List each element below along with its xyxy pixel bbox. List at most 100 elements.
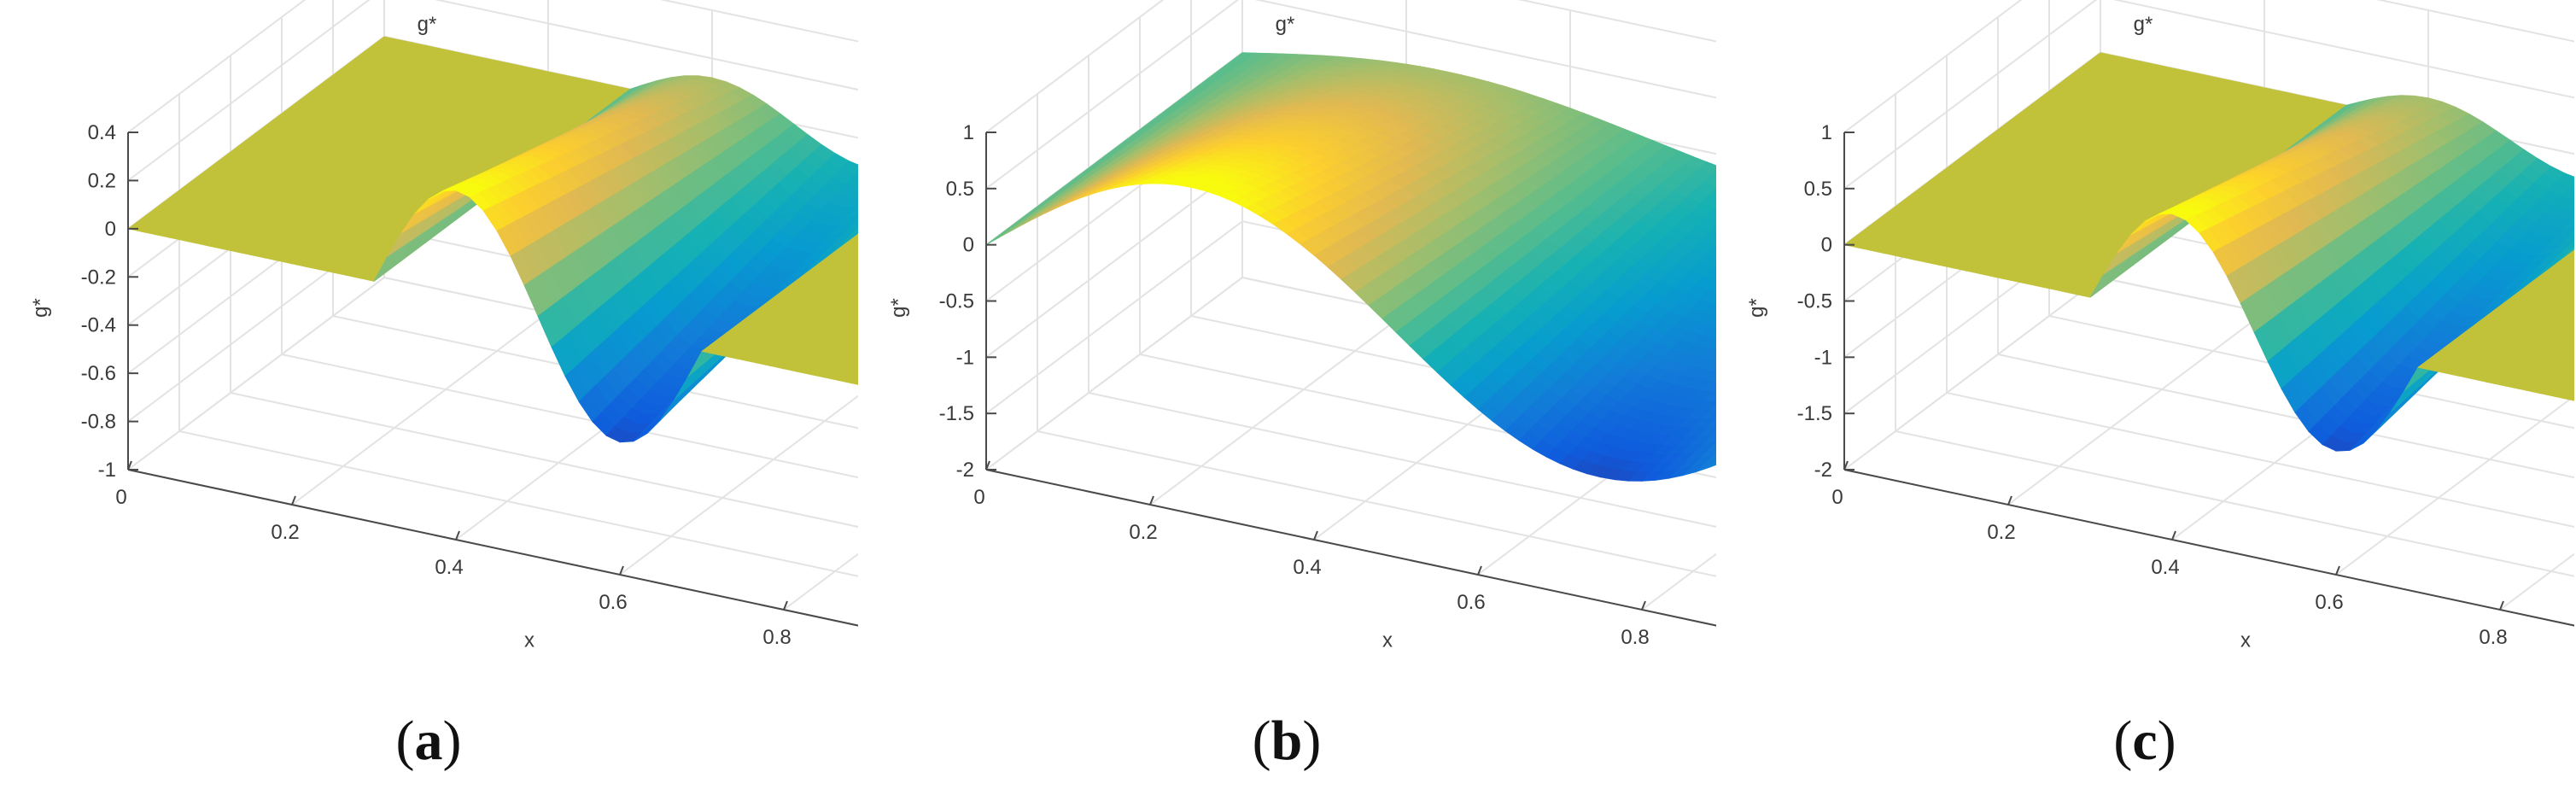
- x-tick-mark: [291, 495, 296, 506]
- z-tick-label: -2: [956, 459, 974, 482]
- grid-line-z: [1843, 0, 2574, 190]
- z-tick-label: 0.2: [88, 169, 116, 192]
- grid-line-t-floor: [1946, 392, 2574, 528]
- z-tick-label: 1: [963, 121, 974, 144]
- surface-patch: [1709, 403, 1716, 412]
- grid-line-z: [127, 0, 858, 133]
- surface-patch: [1709, 460, 1716, 468]
- z-tick-label: -0.8: [81, 411, 116, 434]
- x-tick-label: 0: [115, 486, 126, 509]
- surface-patch: [1708, 372, 1716, 383]
- axes: -2-1.5-1-0.500.5100.20.40.60.8100.020.04…: [887, 13, 1716, 652]
- z-tick-label: 0.4: [88, 121, 116, 144]
- z-tick-label: -0.2: [81, 266, 116, 289]
- surface-patch: [1709, 319, 1716, 330]
- grid-line-t-floor: [178, 430, 858, 577]
- surface: [985, 52, 1716, 482]
- surface-patch: [2567, 262, 2574, 270]
- surface-patch: [838, 373, 858, 384]
- panel-b: -2-1.5-1-0.500.5100.20.40.60.8100.020.04…: [858, 0, 1716, 795]
- surface-patch: [850, 286, 858, 295]
- x-tick-mark: [1149, 495, 1154, 506]
- x-axis-label: x: [524, 629, 534, 652]
- surface-patch: [1713, 389, 1716, 393]
- surface-patch: [1708, 282, 1716, 295]
- grid-line-t-floor: [230, 392, 858, 528]
- surface-patch: [1696, 459, 1716, 472]
- grid-line-t-floor: [1843, 469, 2574, 627]
- x-tick-label: 0.8: [1621, 626, 1649, 649]
- x-tick-label: 0.4: [1293, 556, 1321, 579]
- surface-patch: [2571, 216, 2574, 221]
- grid-line-x: [619, 395, 858, 576]
- grid-line-t-floor: [332, 315, 858, 430]
- grid-line-t-floor: [1997, 354, 2574, 479]
- grid-line-x: [985, 0, 1243, 471]
- x-axis-line: [127, 469, 858, 627]
- x-tick-label: 0: [973, 486, 984, 509]
- caption-a: (a): [395, 710, 462, 772]
- x-tick-label: 0.4: [435, 556, 463, 579]
- grid-line-z: [985, 0, 1716, 133]
- x-tick-label: 0.8: [762, 626, 791, 649]
- x-tick-mark: [1477, 565, 1482, 576]
- panel-a: -1-0.8-0.6-0.4-0.200.20.400.20.40.60.810…: [0, 0, 858, 795]
- z-axis-label: g*: [29, 298, 52, 318]
- z-axis-label: g*: [887, 298, 910, 318]
- x-tick-label: 0.2: [1129, 521, 1157, 544]
- x-axis-label: x: [1382, 629, 1393, 652]
- surface-patch: [853, 170, 858, 178]
- x-tick-label: 0.2: [271, 521, 299, 544]
- z-tick-label: 0: [105, 218, 116, 241]
- caption-b: (b): [1252, 710, 1322, 772]
- grid-line-x: [2335, 395, 2574, 576]
- grid-line-x: [1477, 395, 1716, 576]
- surface-patch: [2569, 182, 2574, 190]
- surface-patch: [1710, 430, 1716, 436]
- z-tick-label: -0.6: [81, 362, 116, 385]
- x-tick-mark: [619, 565, 624, 576]
- z-tick-label: 0: [963, 234, 974, 257]
- surface-patch: [851, 378, 858, 385]
- surface-patch: [851, 313, 858, 319]
- grid-line-t-floor: [1088, 392, 1716, 528]
- grid-line-z: [985, 0, 1716, 190]
- z-tick-label: -1: [98, 459, 116, 482]
- grid-line-t-floor: [1895, 430, 2574, 577]
- surface-patch: [2567, 230, 2574, 237]
- z-tick-label: -1.5: [939, 402, 974, 425]
- x-tick-mark: [1313, 530, 1318, 541]
- surface-patch: [2566, 201, 2574, 211]
- z-tick-label: -0.4: [81, 314, 116, 337]
- surface-plot-a: -1-0.8-0.6-0.4-0.200.20.400.20.40.60.810…: [29, 0, 858, 652]
- surface-plot-b: -2-1.5-1-0.500.5100.20.40.60.8100.020.04…: [887, 0, 1716, 652]
- surface-plot-c: -2-1.5-1-0.500.5100.20.40.60.8100.020.04…: [1745, 0, 2574, 652]
- x-tick-mark: [1641, 600, 1646, 611]
- x-axis-line: [985, 469, 1716, 627]
- x-tick-mark: [783, 600, 788, 611]
- axes: -1-0.8-0.6-0.4-0.200.20.400.20.40.60.810…: [29, 13, 858, 652]
- z-tick-label: -0.5: [939, 290, 974, 313]
- surface-patch: [850, 189, 858, 200]
- x-tick-mark: [985, 460, 990, 471]
- surface-patch: [1707, 441, 1716, 451]
- grid-line-t-floor: [1037, 430, 1716, 577]
- z-tick-label: 0.5: [946, 178, 974, 201]
- x-tick-label: 0.6: [1457, 591, 1485, 614]
- grid-line-t-floor: [985, 469, 1716, 627]
- surface-patch: [851, 247, 858, 254]
- grid-line-t-floor: [2048, 315, 2574, 430]
- surface: [127, 36, 858, 443]
- x-tick-label: 0.6: [599, 591, 627, 614]
- grid-line-z: [127, 0, 858, 182]
- chart-title: g*: [418, 13, 437, 36]
- grid-line-t-floor: [281, 354, 858, 479]
- surface-patch: [854, 205, 858, 209]
- z-tick-label: -1: [956, 346, 974, 369]
- surface-patch: [1711, 355, 1716, 362]
- surface-patch: [850, 352, 858, 360]
- surface: [1843, 52, 2574, 452]
- panel-c: -2-1.5-1-0.500.5100.20.40.60.8100.020.04…: [1716, 0, 2574, 795]
- grid-line-z: [1843, 0, 2574, 133]
- chart-title: g*: [1276, 13, 1295, 36]
